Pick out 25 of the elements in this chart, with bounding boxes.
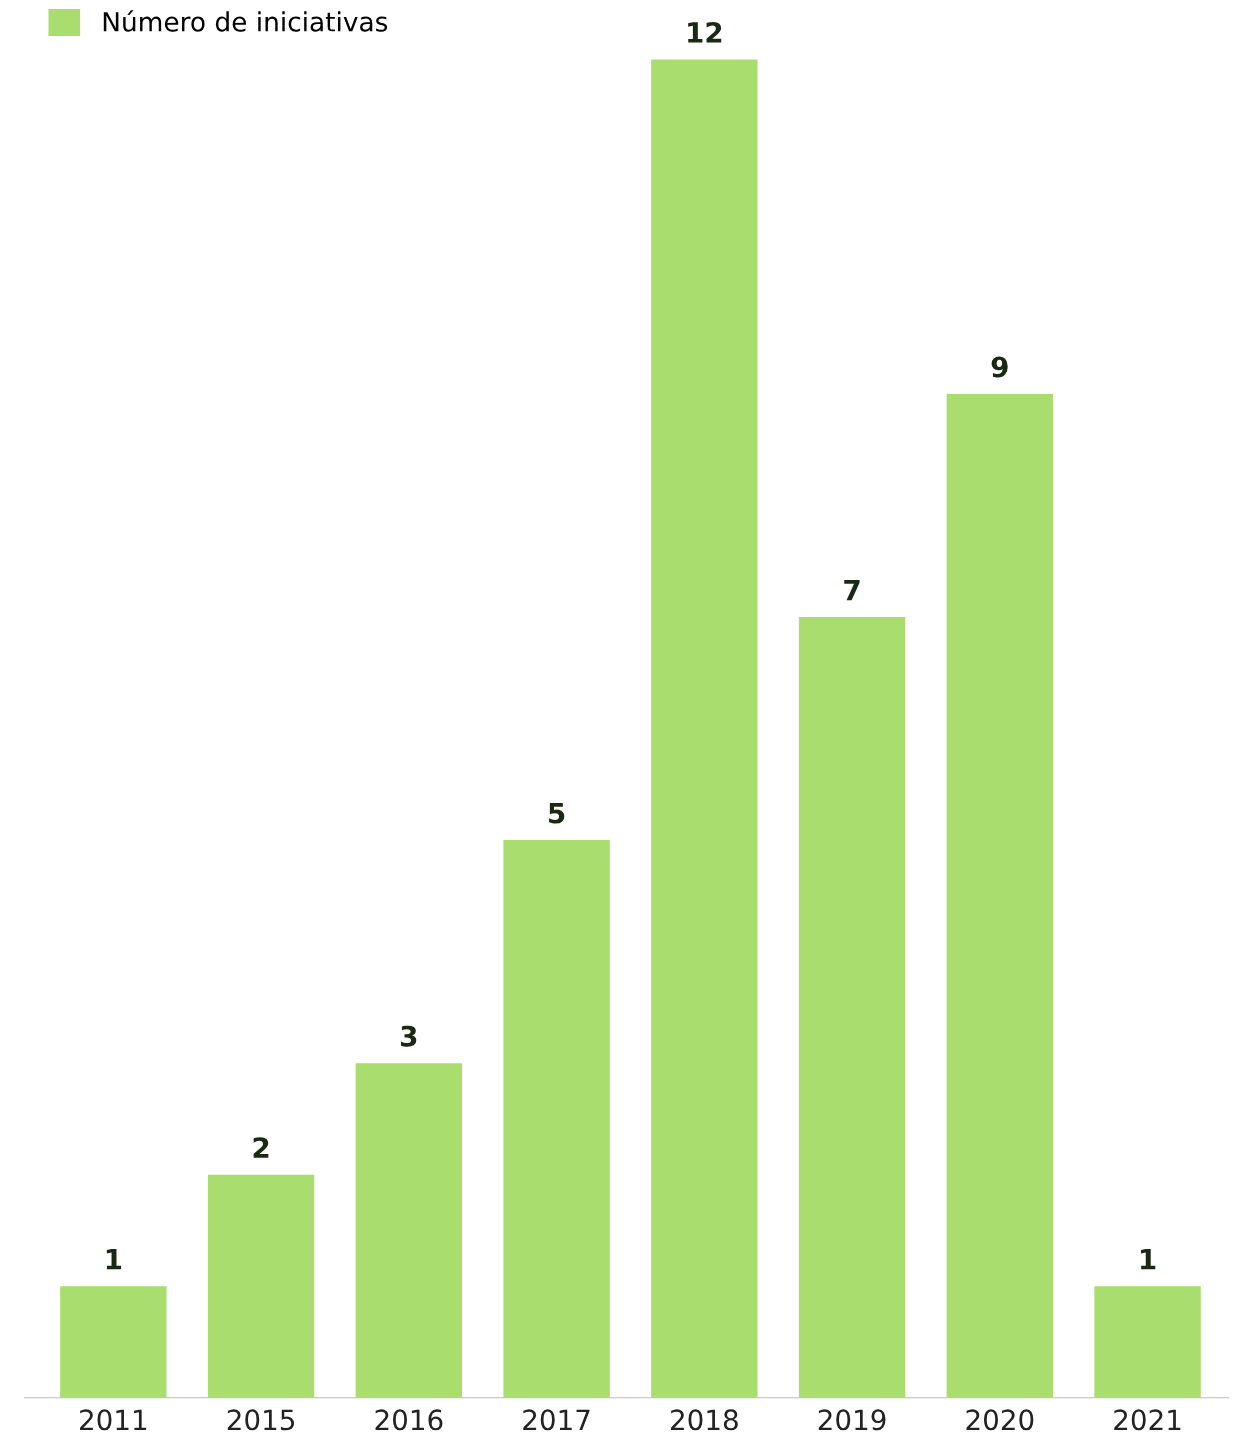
bar bbox=[946, 393, 1054, 1398]
data-label: 12 bbox=[688, 21, 722, 43]
x-tick-label: 2021 bbox=[1114, 1409, 1181, 1431]
bar bbox=[503, 840, 610, 1398]
data-label: 9 bbox=[991, 356, 1008, 378]
bar bbox=[60, 1286, 167, 1398]
bar bbox=[651, 59, 758, 1398]
data-label: 1 bbox=[106, 1249, 122, 1270]
x-tick-label: 2020 bbox=[966, 1409, 1034, 1431]
data-label: 2 bbox=[253, 1137, 269, 1158]
x-tick-label: 2015 bbox=[227, 1409, 295, 1431]
bar bbox=[1094, 1286, 1201, 1398]
bar bbox=[355, 1063, 463, 1398]
x-tick-label: 2017 bbox=[523, 1409, 590, 1431]
data-label: 5 bbox=[549, 802, 565, 824]
legend-label: Número de iniciativas bbox=[103, 10, 388, 32]
x-tick-label: 2018 bbox=[671, 1409, 738, 1431]
x-tick-label: 2011 bbox=[80, 1409, 147, 1431]
data-label: 3 bbox=[401, 1025, 417, 1047]
x-tick-label: 2016 bbox=[375, 1409, 443, 1431]
x-tick-label: 2019 bbox=[818, 1409, 886, 1431]
data-label: 7 bbox=[844, 579, 860, 601]
bar bbox=[798, 617, 906, 1398]
bar bbox=[207, 1174, 315, 1398]
data-label: 1 bbox=[1141, 1249, 1156, 1270]
